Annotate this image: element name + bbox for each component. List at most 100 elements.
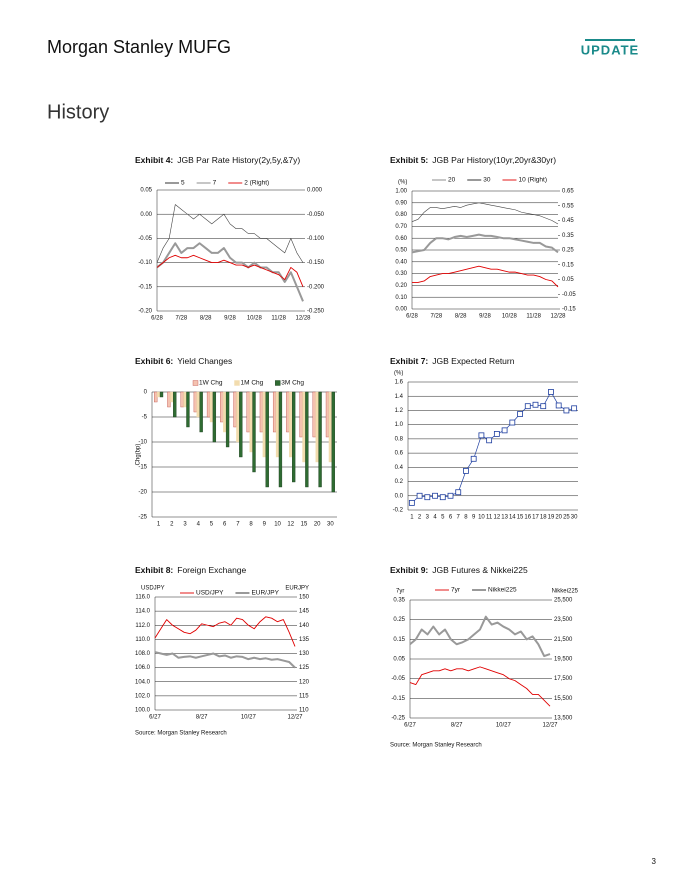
bar [220, 391, 224, 423]
series-line [156, 254, 304, 287]
x-tick-label: 10/28 [247, 316, 263, 322]
point-marker [517, 411, 523, 417]
logo: Morgan Stanley MUFG [47, 37, 231, 57]
exhibit-name: JGB Expected Return [432, 356, 514, 366]
y2-tick-label: 0.05 [562, 277, 574, 283]
x-tick-label: 5 [210, 522, 214, 528]
x-tick-label: 17 [532, 515, 539, 521]
bar [159, 391, 164, 398]
x-tick-label: 30 [571, 515, 578, 521]
x-tick-label: 9/28 [479, 314, 491, 320]
bar [315, 391, 319, 463]
y2-tick-label: 135 [299, 637, 310, 643]
y-tick-label: -5 [142, 415, 148, 421]
bar [156, 391, 161, 398]
point-marker [493, 431, 500, 437]
point-marker [416, 492, 423, 499]
y2-tick-label: -0.250 [307, 309, 325, 315]
y2-tick-label: -0.05 [562, 292, 576, 298]
y-tick-label: 0.8 [395, 436, 404, 442]
point-marker [555, 402, 562, 409]
x-tick-label: 11/28 [526, 314, 541, 320]
y-tick-label: -0.20 [138, 309, 152, 315]
point-marker [408, 499, 415, 506]
y2-axis-label: Nikkei225 [552, 589, 579, 595]
x-tick-label: 20 [555, 515, 562, 521]
y2-tick-label: 21,500 [554, 637, 573, 643]
legend-swatch [275, 380, 281, 386]
bar [299, 391, 303, 438]
legend-label: Nikkei225 [488, 587, 517, 594]
x-tick-label: 6 [223, 522, 227, 528]
y2-tick-label: 125 [299, 665, 310, 671]
bar [180, 391, 184, 408]
x-tick-label: 2 [170, 522, 174, 528]
legend-label: 20 [448, 177, 456, 184]
x-tick-label: 8 [249, 522, 253, 528]
exhibit-title: Exhibit 8: Foreign Exchange [135, 565, 247, 575]
x-tick-label: 4 [433, 515, 437, 521]
legend-label: 5 [181, 180, 185, 187]
bar [305, 391, 309, 488]
y-tick-label: 0.00 [395, 307, 407, 313]
point-marker [439, 494, 446, 501]
y2-tick-label: -0.150 [307, 260, 325, 266]
series-line [156, 242, 304, 302]
legend-label: 7yr [451, 587, 461, 594]
point-marker [447, 492, 454, 499]
point-marker [463, 467, 469, 474]
bar [183, 391, 187, 408]
y-tick-label: 0.30 [395, 271, 407, 277]
y-tick-label: 0.25 [393, 617, 405, 623]
y-tick-label: 0.20 [395, 283, 407, 289]
x-tick-label: 6/27 [149, 715, 161, 721]
page-number: 3 [652, 857, 657, 866]
point-marker [486, 437, 493, 444]
x-tick-label: 2 [418, 515, 422, 521]
x-tick-label: 20 [314, 522, 321, 528]
x-tick-label: 8 [464, 515, 468, 521]
exhibit-name: Yield Changes [177, 356, 232, 366]
legend-swatch [234, 380, 240, 386]
y-tick-label: 0 [144, 390, 148, 396]
legend-label: 1W Chg [199, 380, 223, 387]
y-tick-label: -0.25 [391, 716, 405, 722]
x-tick-label: 7/28 [430, 314, 442, 320]
x-tick-label: 10/27 [496, 723, 512, 729]
y-tick-label: 0.6 [395, 451, 404, 457]
y-tick-label: 0.70 [395, 224, 407, 230]
bar [302, 391, 306, 463]
bar [206, 391, 211, 418]
bar [246, 391, 250, 433]
x-tick-label: 3 [183, 522, 187, 528]
exhibit-name: Foreign Exchange [177, 565, 246, 575]
legend-label: 2 (Right) [244, 180, 269, 187]
point-marker [432, 492, 438, 499]
exhibit-title: Exhibit 4: JGB Par Rate History(2y,5y,&7y… [135, 155, 300, 165]
legend-label: 3M Chg [281, 380, 304, 387]
point-marker [509, 419, 516, 426]
bar [239, 391, 243, 458]
x-tick-label: 6/28 [151, 316, 163, 322]
y-tick-label: -0.2 [393, 508, 404, 514]
y2-tick-label: 130 [299, 651, 310, 657]
y-tick-label: 0.2 [395, 479, 404, 485]
y-axis-label: USDJPY [141, 586, 165, 592]
point-marker [524, 403, 531, 410]
y-tick-label: 1.2 [395, 408, 404, 414]
point-marker [470, 455, 477, 462]
x-tick-label: 15 [301, 522, 308, 528]
point-marker [540, 403, 547, 410]
point-marker [548, 389, 554, 395]
x-tick-label: 7 [457, 515, 461, 521]
bar [252, 391, 256, 473]
bar [289, 391, 293, 458]
bar [272, 391, 277, 433]
y-tick-label: -0.10 [138, 260, 152, 266]
bar [275, 391, 280, 458]
y-tick-label: 0.60 [395, 236, 407, 242]
x-tick-label: 12/27 [542, 723, 558, 729]
y-axis-label: 7yr [396, 589, 404, 595]
y-tick-label: -0.15 [391, 696, 405, 702]
x-tick-label: 10/28 [502, 314, 518, 320]
